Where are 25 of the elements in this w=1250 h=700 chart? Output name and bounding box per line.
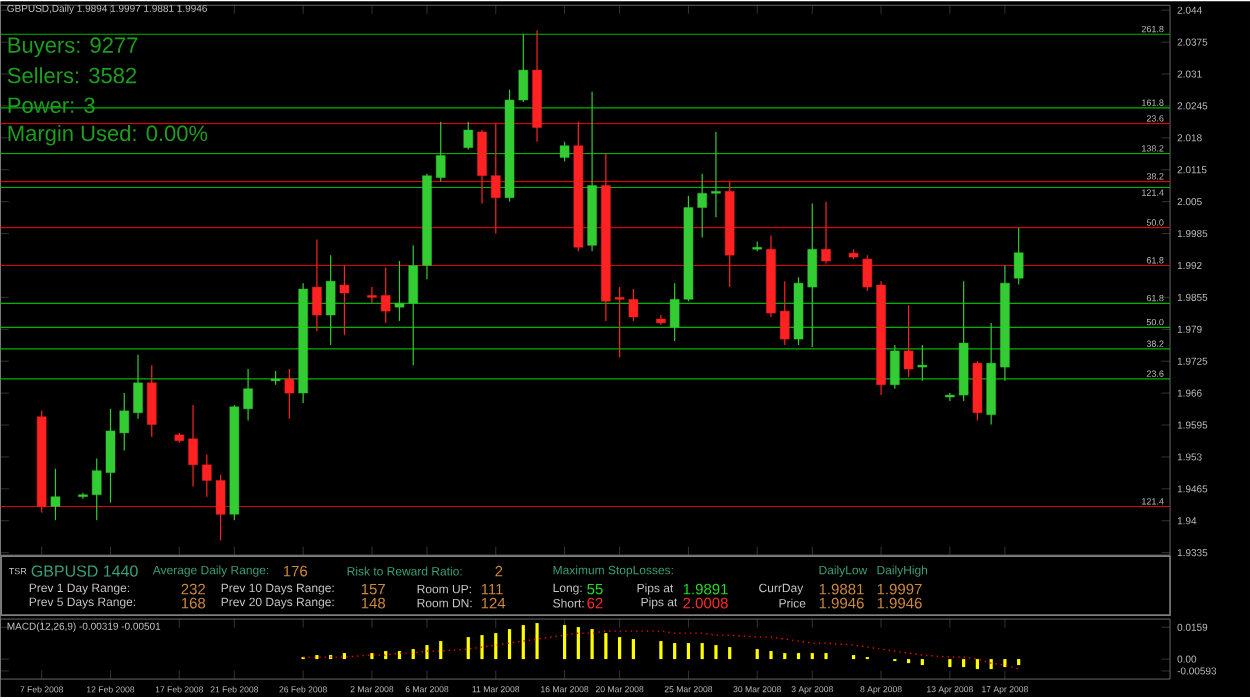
candlestick [50, 467, 61, 521]
candlestick [780, 280, 790, 346]
candlestick [367, 286, 377, 304]
candlestick [491, 122, 501, 234]
candlestick [711, 131, 721, 218]
candlestick [1013, 226, 1024, 285]
candlestick [312, 238, 322, 332]
candlestick [188, 404, 198, 487]
annotation: Buyers: 9277 [8, 37, 138, 57]
candlestick [917, 344, 928, 382]
candlestick [380, 266, 391, 324]
candlestick [339, 264, 350, 336]
candlestick [903, 304, 914, 378]
candlestick [133, 353, 143, 419]
candlestick [284, 368, 295, 419]
candlestick [821, 200, 831, 264]
annotation: Margin Used: 0.00% [8, 124, 208, 146]
annotation: Sellers: 3582 [7, 66, 137, 84]
candlestick [477, 129, 487, 204]
candlestick [325, 254, 336, 346]
candlestick [436, 120, 446, 182]
candlestick [559, 140, 570, 162]
candlestick [890, 344, 900, 390]
candlestick [147, 364, 157, 438]
candlestick [463, 120, 473, 150]
